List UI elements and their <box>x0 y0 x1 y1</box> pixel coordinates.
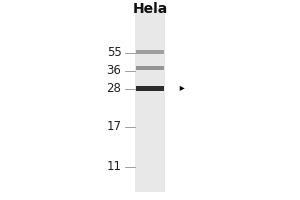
Bar <box>135 8 165 192</box>
Text: Hela: Hela <box>132 2 168 16</box>
Text: 55: 55 <box>107 46 122 60</box>
Text: 28: 28 <box>106 82 122 95</box>
Bar <box>136 50 164 54</box>
Text: 11: 11 <box>106 160 122 173</box>
Text: 17: 17 <box>106 120 122 134</box>
Bar <box>136 66 164 70</box>
Bar <box>136 86 164 91</box>
Text: 36: 36 <box>106 64 122 77</box>
